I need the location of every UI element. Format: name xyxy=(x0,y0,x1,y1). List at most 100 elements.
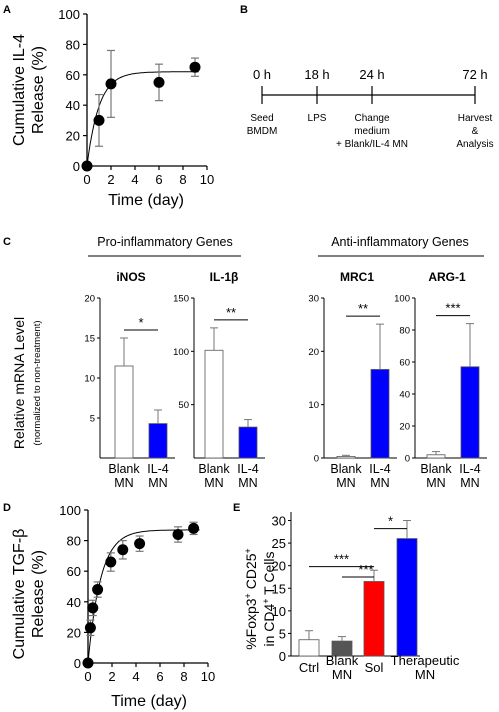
timeline-label: Analysis xyxy=(456,139,493,150)
mrna-y-tick-label: 0 xyxy=(405,454,410,465)
mrna-category-label: MN xyxy=(238,476,257,490)
timeline-time: 0 h xyxy=(253,67,271,82)
panel-e-y-tick-label: 10 xyxy=(272,604,286,619)
panel-e-category-label: Blank xyxy=(326,653,359,668)
panel-d-y-tick-label: 0 xyxy=(74,656,81,671)
panel-e-y-tick-label: 25 xyxy=(272,536,286,551)
panel-a-y-tick-label: 0 xyxy=(73,159,80,174)
group-title-pro: Pro-inflammatory Genes xyxy=(97,235,232,249)
panel-a-data-point xyxy=(105,78,117,90)
mrna-bar xyxy=(204,349,224,459)
timeline-label: medium xyxy=(354,126,390,137)
panel-d-ylabel-line1: Cumulative TGF-β xyxy=(11,529,28,660)
panel-a-y-tick-label: 100 xyxy=(58,7,80,22)
panel-c-ylabel-sub: (normalized to non-treatment) xyxy=(32,320,43,445)
mrna-chart-title: MRC1 xyxy=(340,270,374,284)
timeline-step: 18 h LPS xyxy=(304,67,329,124)
panel-d-y-tick-label: 40 xyxy=(67,595,81,610)
mrna-y-tick-label: 100 xyxy=(394,294,410,305)
mrna-y-tick-label: 100 xyxy=(173,347,189,358)
panel-d-fit-curve xyxy=(87,529,200,664)
panel-a-xlabel: Time (day) xyxy=(108,192,184,209)
mrna-category-label: IL-4 xyxy=(237,462,259,476)
panel-d-data-point xyxy=(82,657,94,669)
timeline-label: Seed xyxy=(250,113,273,124)
timeline-label: BMDM xyxy=(247,126,278,137)
panel-d-y-tick-label: 80 xyxy=(67,534,81,549)
panel-d-data-point xyxy=(134,538,146,550)
panel-a-x-tick-label: 4 xyxy=(131,172,138,187)
panel-e-bar xyxy=(298,639,320,657)
timeline-time: 24 h xyxy=(359,67,384,82)
panel-d-x-tick-label: 0 xyxy=(84,669,91,684)
mrna-chart-title: IL-1β xyxy=(210,270,239,284)
panel-e-bar xyxy=(396,538,418,657)
group-title-anti: Anti-inflammatory Genes xyxy=(331,235,469,249)
panel-d: D 0 20 40 60 80 100 0 2 4 6 8 10 Cumulative TGF-β R… xyxy=(3,502,215,710)
timeline-label: LPS xyxy=(308,113,327,124)
mrna-y-tick-label: 20 xyxy=(399,422,410,433)
panel-e-letter: E xyxy=(233,502,240,514)
panel-d-data-point xyxy=(92,584,104,596)
panel-a-fit-curve xyxy=(86,71,199,167)
panel-e-significance-label: * xyxy=(388,514,393,529)
panel-a-data-point xyxy=(189,61,201,73)
mrna-significance-label: ** xyxy=(358,301,368,316)
mrna-bar xyxy=(460,366,480,459)
mrna-significance-label: * xyxy=(138,315,143,330)
mrna-category-label: MN xyxy=(114,476,133,490)
timeline-label: Harvest xyxy=(458,113,493,124)
mrna-category-label: IL-4 xyxy=(147,462,169,476)
panel-e-y-tick-label: 30 xyxy=(272,514,286,529)
panel-d-x-tick-label: 6 xyxy=(156,669,163,684)
panel-a-plot: 0 20 40 60 80 100 0 2 4 6 8 10 xyxy=(58,7,214,187)
panel-d-data-point xyxy=(105,556,117,568)
panel-c-plots: iNOS5101520BlankMNIL-4MN*IL-1β50100150Bl… xyxy=(84,270,487,490)
mrna-y-tick-label: 5 xyxy=(90,414,95,425)
panel-d-data-point xyxy=(87,602,99,614)
panel-a-ylabel-line1: Cumulative IL-4 xyxy=(11,34,28,146)
panel-c: C Pro-inflammatory Genes Anti-inflammato… xyxy=(3,235,487,490)
mrna-category-label: Blank xyxy=(420,462,452,476)
mrna-category-label: MN xyxy=(426,476,445,490)
panel-a-data-point xyxy=(81,160,93,172)
panel-e-y-tick-label: 20 xyxy=(272,559,286,574)
panel-e-category-label: MN xyxy=(415,667,435,682)
panel-a-x-tick-label: 8 xyxy=(179,172,186,187)
mrna-category-label: MN xyxy=(370,476,389,490)
timeline-label: Change xyxy=(354,113,389,124)
panel-d-y-tick-label: 20 xyxy=(67,625,81,640)
panel-a-y-tick-label: 20 xyxy=(66,129,80,144)
panel-a: A 0 20 40 60 80 100 0 2 4 6 8 10 Cumulative IL-4 Re… xyxy=(3,4,214,209)
mrna-y-tick-label: 10 xyxy=(308,400,319,411)
mrna-significance-label: ** xyxy=(226,305,236,320)
mrna-y-tick-label: 10 xyxy=(84,374,95,385)
panel-e-y-tick-label: 15 xyxy=(272,581,286,596)
mrna-category-label: Blank xyxy=(198,462,230,476)
panel-e-category-label: Sol xyxy=(365,660,384,675)
panel-d-plot: 0 20 40 60 80 100 0 2 4 6 8 10 xyxy=(59,503,215,684)
panel-d-ylabel-line2: Release (%) xyxy=(30,550,47,638)
timeline-step: 24 h Change medium + Blank/IL-4 MN xyxy=(336,67,408,150)
mrna-bar xyxy=(370,369,390,459)
panel-a-x-tick-label: 10 xyxy=(200,172,214,187)
panel-e-category-label: Therapeutic xyxy=(391,653,460,668)
panel-e-bar xyxy=(363,581,385,657)
panel-e-category-label: MN xyxy=(332,667,352,682)
mrna-y-tick-label: 0 xyxy=(314,454,319,465)
mrna-category-label: MN xyxy=(148,476,167,490)
mrna-bar xyxy=(336,455,356,459)
panel-a-ylabel-line2: Release (%) xyxy=(30,46,47,134)
panel-d-x-tick-label: 10 xyxy=(201,669,215,684)
timeline-time: 18 h xyxy=(304,67,329,82)
panel-a-x-tick-label: 0 xyxy=(83,172,90,187)
panel-e-category-label: Ctrl xyxy=(299,660,319,675)
panel-d-x-tick-label: 8 xyxy=(180,669,187,684)
